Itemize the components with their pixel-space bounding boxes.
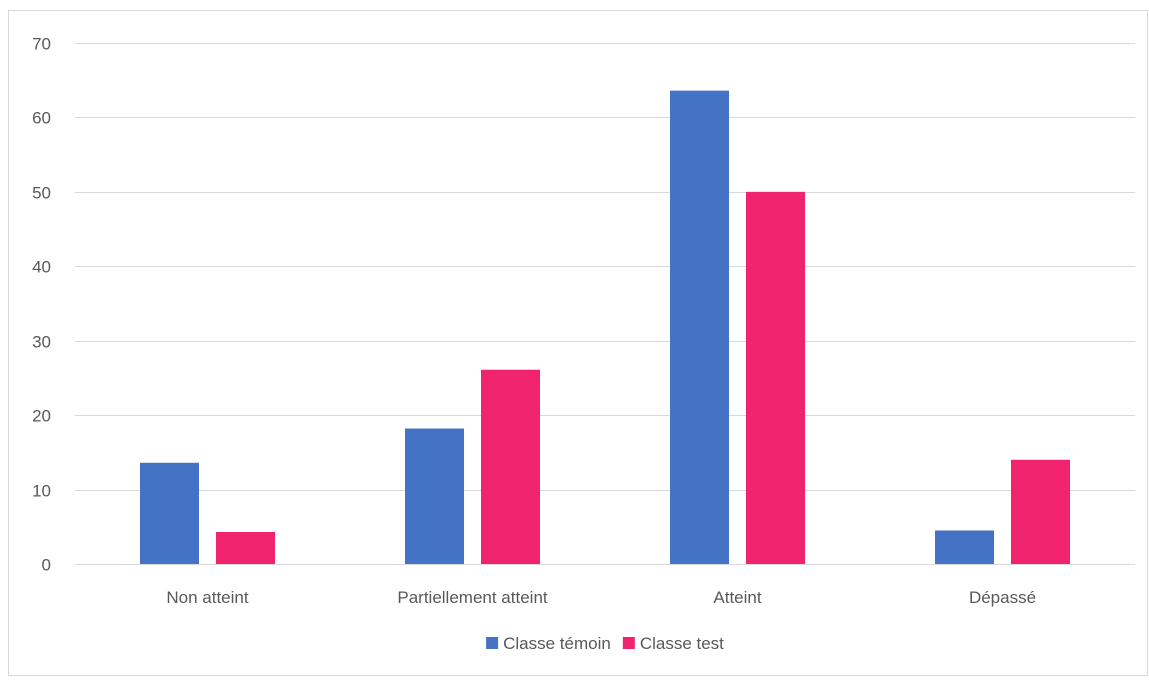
gridlines <box>75 43 1135 565</box>
bars <box>140 90 1070 565</box>
bar-series-1-category-2 <box>746 191 805 564</box>
legend: Classe témoin Classe test <box>486 634 724 653</box>
y-tick-label: 60 <box>32 109 51 128</box>
bar-series-0-category-2 <box>670 90 729 565</box>
x-category-label: Partiellement atteint <box>397 588 548 607</box>
bar-chart: 0 10 20 30 40 50 60 70 Non atteint Partiellement… <box>32 35 1135 653</box>
bar-series-0-category-0 <box>140 462 199 564</box>
bar-series-1-category-1 <box>481 369 540 564</box>
legend-item: Classe témoin <box>486 634 611 653</box>
y-tick-label: 30 <box>32 333 51 352</box>
y-tick-label: 0 <box>42 556 51 575</box>
bar-series-0-category-1 <box>405 428 464 564</box>
legend-item: Classe test <box>622 634 724 653</box>
y-axis-tick-labels: 0 10 20 30 40 50 60 70 <box>32 35 51 575</box>
bar-series-1-category-3 <box>1011 459 1070 564</box>
legend-swatch <box>486 637 499 649</box>
y-tick-label: 20 <box>32 407 51 426</box>
legend-swatch <box>622 637 635 649</box>
chart-frame: 0 10 20 30 40 50 60 70 Non atteint Partiellement… <box>8 10 1148 676</box>
x-category-label: Non atteint <box>166 588 248 607</box>
y-tick-label: 70 <box>32 35 51 54</box>
bar-series-1-category-0 <box>216 531 275 564</box>
legend-label: Classe test <box>640 634 724 653</box>
x-category-label: Dépassé <box>969 588 1036 607</box>
y-tick-label: 40 <box>32 258 51 277</box>
y-tick-label: 10 <box>32 482 51 501</box>
legend-label: Classe témoin <box>503 634 611 653</box>
x-axis-category-labels: Non atteint Partiellement atteint Atteint D… <box>166 588 1036 607</box>
bar-series-0-category-3 <box>935 530 994 564</box>
x-category-label: Atteint <box>713 588 761 607</box>
y-tick-label: 50 <box>32 184 51 203</box>
